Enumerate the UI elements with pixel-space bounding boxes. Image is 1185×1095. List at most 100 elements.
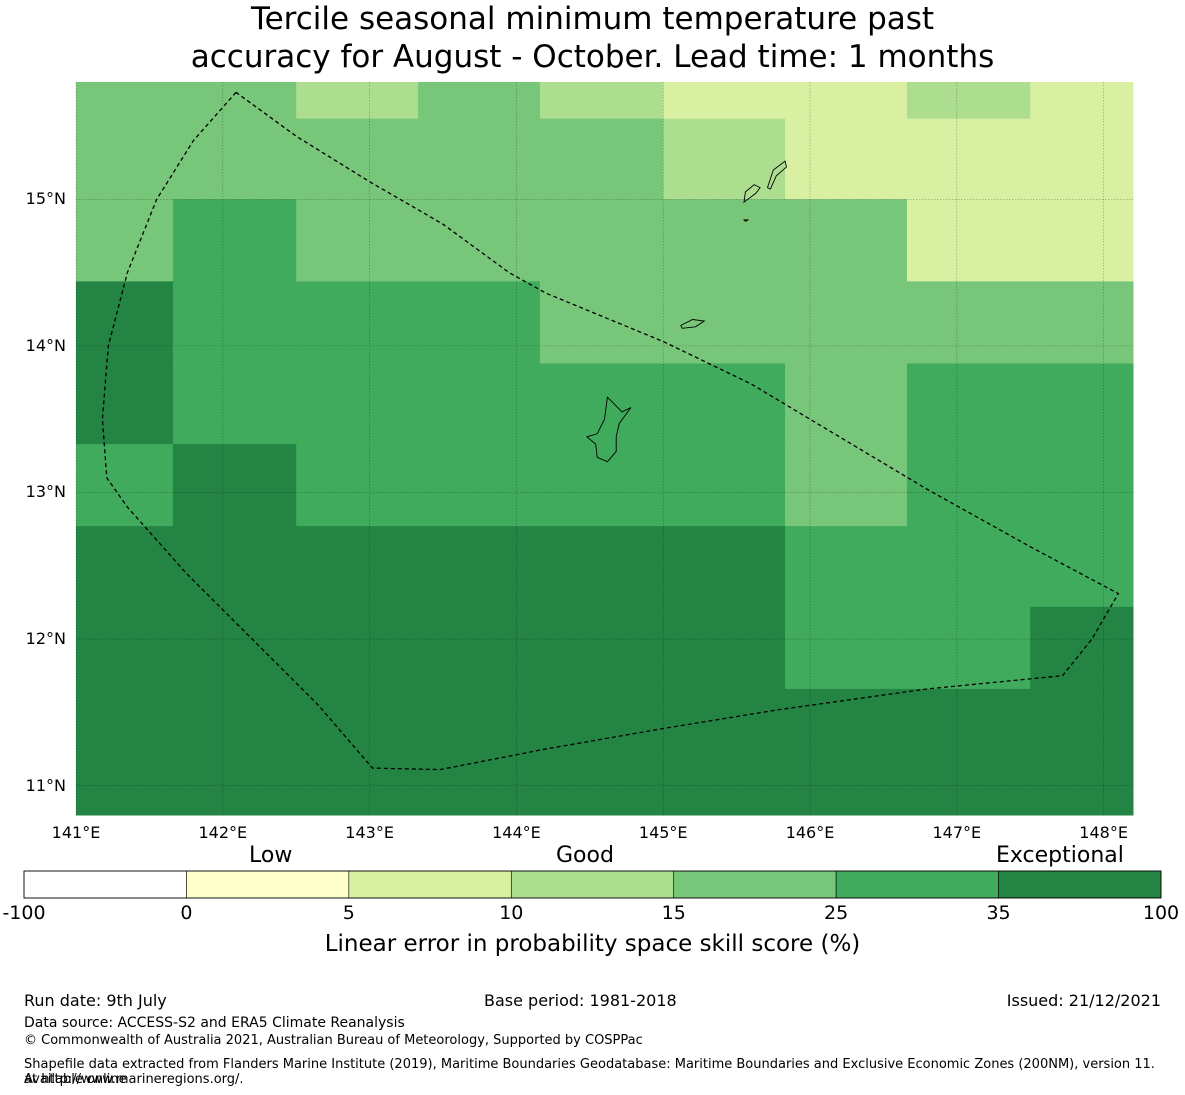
skill-cell [539,281,664,364]
skill-cell [418,82,541,120]
skill-cell [906,444,1031,527]
eez-boundary [101,91,1120,771]
skill-cell [906,363,1031,445]
skill-cell [418,606,541,690]
skill-cell [539,82,664,120]
skill-cell [539,688,664,816]
skill-cell [172,118,297,200]
skill-cell [663,444,786,527]
skill-cell [785,82,908,120]
latitude-label: 14°N [25,335,66,355]
colorbar-word-low: Low [249,843,293,868]
skill-cell [906,118,1031,200]
skill-cell [785,281,908,364]
colorbar-bin [510,870,675,899]
skill-cell [76,444,174,527]
skill-cell [76,118,174,200]
shapefile-credit-line-1: Shapefile data extracted from Flanders M… [24,1057,1155,1087]
skill-cell [418,688,541,816]
skill-cell [785,526,908,608]
skill-cell [785,199,908,282]
skill-cell [1030,363,1134,445]
island-guam [585,396,632,463]
colorbar-tick-label: -100 [2,902,46,924]
skill-cell [785,363,908,445]
skill-cell [418,199,541,282]
skill-cell [76,199,174,282]
skill-cell [1030,82,1134,120]
colorbar-tick-label: 15 [661,902,686,924]
colorbar-tick-label: 5 [342,902,355,924]
skill-cell [76,363,174,445]
skill-cell [418,363,541,445]
skill-cell [172,526,297,608]
skill-cell [663,199,786,282]
skill-cell [785,606,908,690]
skill-cell [296,444,419,527]
skill-cell [1030,118,1134,200]
skill-cell [906,606,1031,690]
skill-cell [76,606,174,690]
skill-cell [906,199,1031,282]
colorbar-bin [186,870,350,899]
colorbar-bin [673,870,837,899]
data-source: Data source: ACCESS-S2 and ERA5 Climate … [24,1015,405,1031]
skill-cell [418,118,541,200]
skill-cell [539,606,664,690]
title-line-2: accuracy for August - October. Lead time… [190,39,995,75]
skill-cell [1030,444,1134,527]
skill-cell [172,82,297,120]
colorbar-tick-label: 10 [499,902,524,924]
skill-cell [296,688,419,816]
colorbar-bin [835,870,999,899]
skill-cell [296,526,419,608]
skill-cell [418,444,541,527]
copyright: © Commonwealth of Australia 2021, Austra… [24,1033,643,1048]
skill-cell [76,281,174,364]
skill-cell [539,118,664,200]
colorbar-word-good: Good [556,843,614,868]
island-tinian [743,184,761,204]
skill-cell [663,82,786,120]
longitude-label: 142°E [198,823,248,842]
skill-cell [296,118,419,200]
skill-cell [172,199,297,282]
skill-cell [539,363,664,445]
skill-cell [539,444,664,527]
longitude-label: 148°E [1079,823,1128,842]
colorbar-label: Linear error in probability space skill … [324,931,861,957]
skill-cell [172,281,297,364]
skill-cell [296,82,419,120]
skill-cell [785,118,908,200]
colorbar-bin [998,870,1162,899]
latitude-label: 13°N [25,482,66,502]
latitude-label: 15°N [25,189,66,209]
longitude-label: 141°E [51,823,101,842]
colorbar-tick-label: 100 [1142,902,1180,924]
skill-cell [296,363,419,445]
colorbar-bin [348,870,512,899]
latitude-label: 11°N [25,775,66,795]
longitude-label: 144°E [492,823,541,842]
skill-cell [1030,606,1134,690]
latitude-label: 12°N [25,629,66,649]
skill-cell [539,526,664,608]
skill-cell [539,199,664,282]
issued-date: Issued: 21/12/2021 [1006,991,1161,1010]
skill-cell [296,606,419,690]
skill-cell [663,118,786,200]
skill-cell [906,281,1031,364]
skill-cell [906,526,1031,608]
skill-cell [418,526,541,608]
skill-cell [76,82,174,120]
skill-cell [663,606,786,690]
skill-cell [172,688,297,816]
skill-cell [663,363,786,445]
skill-cell [296,281,419,364]
skill-cell [906,82,1031,120]
colorbar-tick-label: 0 [180,902,193,924]
longitude-label: 145°E [638,823,688,842]
skill-cell [1030,199,1134,282]
title-line-1: Tercile seasonal minimum temperature pas… [250,1,935,37]
